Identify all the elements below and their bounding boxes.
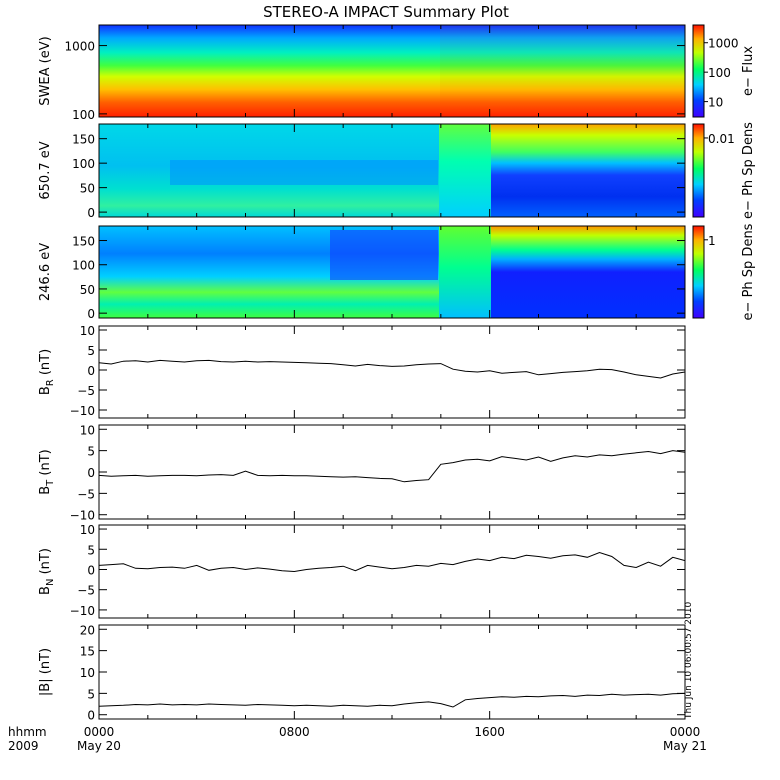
x-corner-label-top: hhmm: [8, 725, 47, 739]
bt-ytick-label: 10: [80, 423, 95, 437]
panel-swea: [99, 25, 685, 117]
xtick-time-label: 0800: [279, 725, 310, 739]
pad650-colorbar-tick-label: 0.01: [708, 132, 735, 146]
bn-series-line: [98, 551, 686, 573]
br-frame: [98, 325, 686, 419]
bt-ytick-label: 0: [87, 466, 95, 480]
bn-ytick-label: 5: [87, 543, 95, 557]
bmag-ytick-label: 15: [80, 645, 95, 659]
swea-colorbar-label: e− Flux: [741, 46, 756, 96]
panel-frame-bt: −10 −5 0 5 10 BT (nT): [38, 423, 686, 523]
pad246-colorbar: 1 e− Ph Sp Dens: [692, 223, 756, 320]
br-ytick-label: 10: [80, 324, 95, 338]
bt-series-line: [98, 450, 686, 483]
bt-ytick-label: −5: [77, 487, 95, 501]
pad246-ytick-label: 100: [72, 259, 95, 273]
bmag-ylabel: |B| (nT): [38, 648, 53, 696]
pad650-dark-band: [170, 160, 438, 185]
chart-title: STEREO-A IMPACT Summary Plot: [263, 3, 509, 21]
bmag-series-line: [98, 692, 686, 708]
bn-ytick-label: −10: [70, 604, 95, 618]
pad246-colorbar-tick-label: 1: [708, 234, 716, 248]
pad246-ytick-label: 50: [80, 283, 95, 297]
panel-frame-br: −10 −5 0 5 10 BR (nT): [38, 324, 686, 419]
bn-ytick-label: 0: [87, 563, 95, 577]
bt-ylabel: BT (nT): [38, 449, 56, 495]
pad650-ytick-label: 100: [72, 157, 95, 171]
swea-spectrogram: [99, 25, 685, 117]
xtick-time-label: 0000: [84, 725, 115, 739]
swea-colorbar-tick-label: 1000: [708, 37, 739, 51]
swea-ytick-label: 1000: [64, 40, 95, 54]
panel-frame-swea: 100 1000 SWEA (eV): [38, 24, 686, 122]
panel-pad246: [99, 226, 685, 318]
xtick-time-label: 1600: [474, 725, 505, 739]
pad650-colorbar-label: e− Ph Sp Dens: [741, 122, 756, 219]
panel-frame-bn: −10 −5 0 5 10 BN (nT): [38, 523, 686, 619]
pad246-transition: [439, 226, 491, 318]
pad650-active: [491, 124, 685, 217]
pad246-active: [491, 226, 685, 318]
br-ytick-label: −10: [70, 404, 95, 418]
xtick-time-label: 0000: [670, 725, 701, 739]
swea-colorbar-tick-label: 100: [708, 66, 731, 80]
pad650-ytick-label: 50: [80, 182, 95, 196]
pad246-ylabel: 246.6 eV: [38, 243, 53, 301]
x-corner-label-bottom: 2009: [8, 739, 39, 753]
panel-frame-pad246: 0 50 100 150 246.6 eV: [38, 225, 686, 321]
swea-colorbar-tick-label: 10: [708, 96, 723, 110]
br-ytick-label: 0: [87, 364, 95, 378]
bn-frame: [98, 524, 686, 619]
swea-colorbar-scale: [692, 24, 705, 118]
pad650-ylabel: 650.7 eV: [38, 141, 53, 199]
bn-ylabel: BN (nT): [38, 548, 56, 595]
pad650-ytick-label: 0: [87, 206, 95, 220]
timestamp: Thu Jun 10 06:00:57 2010: [684, 602, 694, 720]
xtick-date-label: May 20: [77, 739, 121, 753]
pad246-colorbar-scale: [692, 225, 705, 319]
swea-texture-band: [440, 25, 685, 117]
pad650-transition: [439, 124, 491, 217]
bmag-ytick-label: 0: [87, 709, 95, 723]
bt-ytick-label: 5: [87, 445, 95, 459]
pad246-colorbar-label: e− Ph Sp Dens: [741, 223, 756, 320]
panel-pad650: [99, 124, 685, 217]
pad650-colorbar-scale: [692, 123, 705, 218]
bmag-ytick-label: 20: [80, 623, 95, 637]
br-ytick-label: −5: [77, 384, 95, 398]
bmag-ytick-label: 10: [80, 666, 95, 680]
xtick-date-label: May 21: [663, 739, 707, 753]
pad650-colorbar: 0.01 e− Ph Sp Dens: [692, 122, 756, 219]
swea-ylabel: SWEA (eV): [38, 36, 53, 105]
bn-ytick-label: −5: [77, 584, 95, 598]
swea-ytick-label: 100: [72, 108, 95, 122]
panel-frame-bmag: 0 5 10 15 20 |B| (nT): [38, 623, 686, 723]
bt-frame: [98, 424, 686, 520]
br-ytick-label: 5: [87, 344, 95, 358]
pad650-ytick-label: 150: [72, 133, 95, 147]
bt-ytick-label: −10: [70, 509, 95, 523]
panel-frame-pad650: 0 50 100 150 650.7 eV: [38, 123, 686, 220]
br-ylabel: BR (nT): [38, 349, 56, 395]
bmag-ytick-label: 5: [87, 687, 95, 701]
br-series-line: [98, 359, 686, 379]
pad246-dark-band: [330, 230, 438, 280]
pad246-ytick-label: 150: [72, 235, 95, 249]
pad246-ytick-label: 0: [87, 307, 95, 321]
bn-ytick-label: 10: [80, 523, 95, 537]
